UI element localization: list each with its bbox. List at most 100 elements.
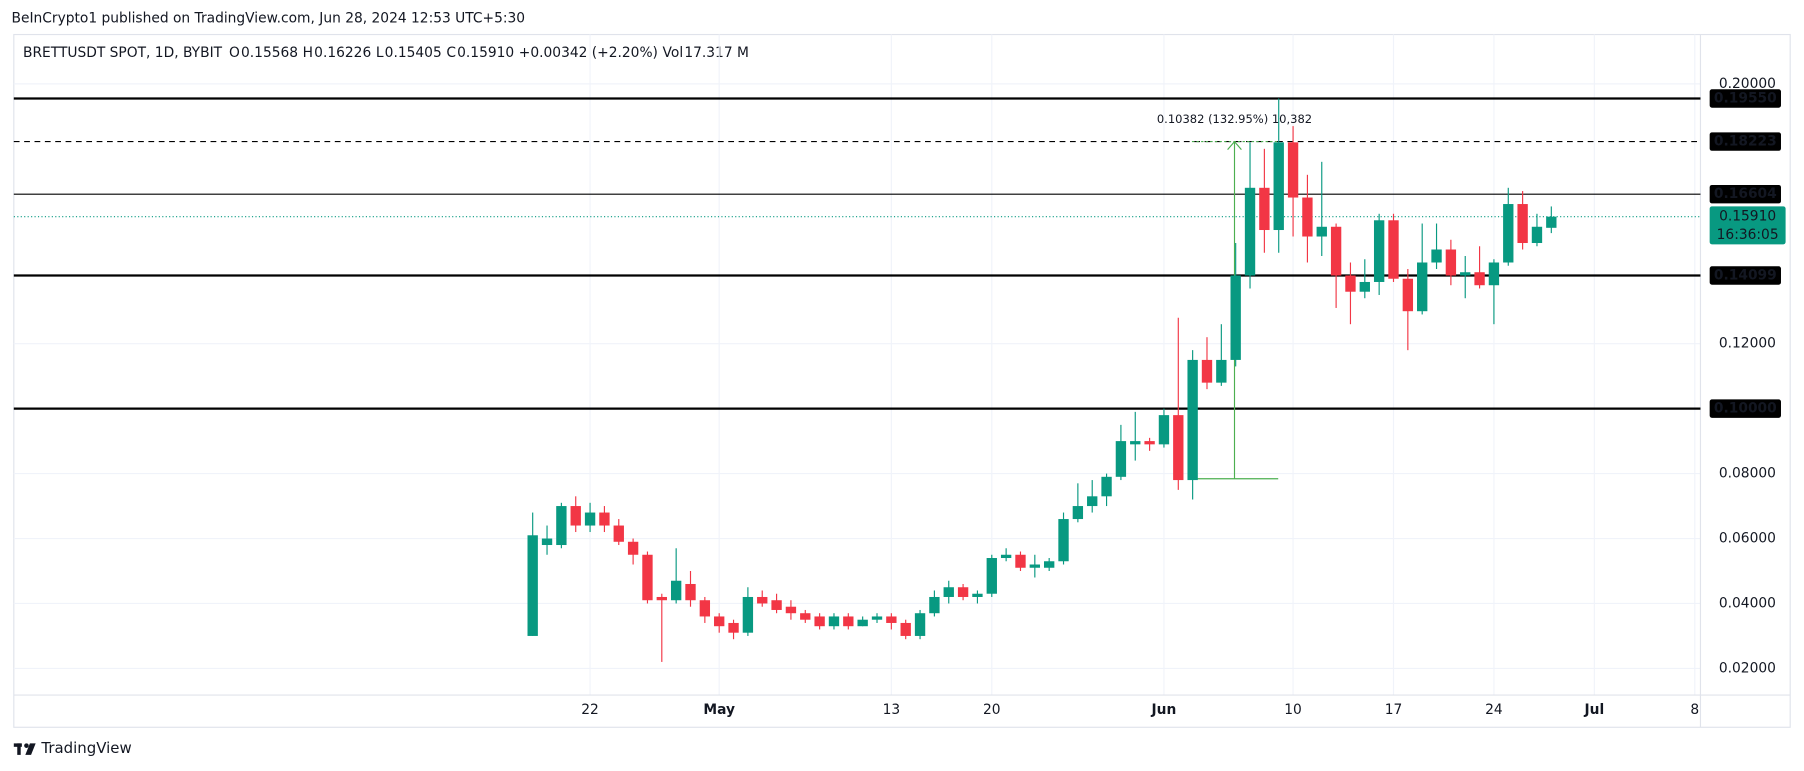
candle-body xyxy=(728,622,739,633)
candle-body xyxy=(685,583,696,601)
candle-body xyxy=(1388,220,1399,279)
x-tick-label: 22 xyxy=(581,702,599,718)
candle-body xyxy=(828,616,840,627)
candle-body xyxy=(857,619,868,627)
measure-arrow xyxy=(1227,140,1242,151)
candle-body xyxy=(1474,272,1485,286)
candle-body xyxy=(1330,226,1342,276)
candle-body xyxy=(1316,226,1327,237)
level-label-box xyxy=(1709,89,1781,108)
x-tick-label: 8 xyxy=(1690,702,1699,718)
candle-body xyxy=(871,616,883,620)
candle-body xyxy=(699,600,711,617)
candle-body xyxy=(1488,262,1500,286)
candle-body xyxy=(886,616,897,623)
symbol: BRETTUSDT SPOT, 1D, BYBIT xyxy=(23,45,223,61)
candle-body xyxy=(1072,506,1084,520)
candle-body xyxy=(1216,359,1227,383)
level-label: 0.14099 xyxy=(1714,268,1777,284)
ohlc-label: H xyxy=(303,45,313,61)
candle-body xyxy=(943,587,954,597)
candle-body xyxy=(957,587,969,597)
candle-body xyxy=(541,538,553,546)
candle-body xyxy=(1417,262,1428,312)
ohlc-label: C xyxy=(446,45,456,61)
candle-body xyxy=(1373,220,1385,282)
candle-body xyxy=(1144,441,1155,445)
candle-body xyxy=(914,613,926,636)
brand: TradingView xyxy=(40,739,131,757)
candle-body xyxy=(814,616,825,627)
tv-logo xyxy=(13,743,36,755)
level-label-box xyxy=(1709,184,1781,204)
x-tick-label: May xyxy=(703,702,735,718)
candle-body xyxy=(800,613,811,620)
candle-body xyxy=(627,541,639,555)
y-tick-label: 0.20000 xyxy=(1719,76,1776,92)
vol-value: 17.317 M xyxy=(684,45,749,61)
level-label: 0.16604 xyxy=(1714,186,1777,202)
level-label-box xyxy=(1709,132,1781,151)
chart-frame xyxy=(13,33,1791,728)
candle-body xyxy=(670,580,682,601)
candle-body xyxy=(785,606,797,614)
measure-label: 0.10382 (132.95%) 10,382 xyxy=(1157,112,1312,126)
level-label-box xyxy=(1709,399,1781,418)
candle-body xyxy=(1273,142,1284,231)
y-tick-label: 0.06000 xyxy=(1719,531,1776,547)
candle-body xyxy=(1531,226,1543,244)
candle-body xyxy=(1445,249,1457,276)
candle-body xyxy=(599,512,610,526)
candle-body xyxy=(1244,187,1256,276)
ohlc-value: 0.16226 xyxy=(314,45,371,61)
candle-body xyxy=(1402,278,1414,312)
candle-body xyxy=(1029,564,1041,568)
ohlc-value: 0.15910 xyxy=(457,45,514,61)
candle-body xyxy=(771,600,782,610)
candle-body xyxy=(1115,441,1127,477)
candle-body xyxy=(1058,519,1069,562)
x-tick-label: 13 xyxy=(883,702,901,718)
candle-body xyxy=(1230,275,1241,360)
x-tick-label: 10 xyxy=(1284,702,1302,718)
change: +0.00342 (+2.20%) xyxy=(519,45,658,61)
level-label-box xyxy=(1709,266,1781,285)
ohlc-label: O xyxy=(229,45,240,61)
candle-body xyxy=(570,506,581,526)
x-tick-label: 20 xyxy=(983,702,1001,718)
candle-body xyxy=(1101,476,1112,497)
x-tick-label: Jul xyxy=(1584,702,1605,718)
countdown: 16:36:05 xyxy=(1717,227,1779,243)
candle-body xyxy=(1259,187,1270,231)
candle-body xyxy=(1015,554,1026,568)
candle-body xyxy=(1173,415,1184,481)
candle-body xyxy=(972,593,983,597)
candle-body xyxy=(1201,359,1213,383)
candle-body xyxy=(1345,275,1356,292)
candle-body xyxy=(742,596,754,633)
ohlc-value: 0.15568 xyxy=(241,45,298,61)
candle-body xyxy=(900,622,911,636)
y-tick-label: 0.02000 xyxy=(1719,660,1776,676)
candle-body xyxy=(1503,204,1514,263)
last-price-label: 0.15910 xyxy=(1719,209,1776,225)
candle-body xyxy=(1546,216,1557,228)
candle-body xyxy=(843,616,854,627)
candle-body xyxy=(986,558,997,594)
ohlc-label: L xyxy=(376,45,384,61)
candle-body xyxy=(656,596,667,601)
x-tick-label: 17 xyxy=(1385,702,1403,718)
candle-body xyxy=(1187,359,1198,481)
candle-body xyxy=(1158,415,1170,445)
candle-body xyxy=(642,554,653,601)
x-tick-label: Jun xyxy=(1151,702,1177,718)
level-label: 0.18223 xyxy=(1714,134,1777,150)
candle-body xyxy=(1517,204,1528,244)
published-line: BeInCrypto1 published on TradingView.com… xyxy=(12,10,526,26)
candle-body xyxy=(1359,281,1370,292)
candle-body xyxy=(584,512,596,526)
x-tick-label: 24 xyxy=(1485,702,1503,718)
candle-body xyxy=(527,535,538,636)
